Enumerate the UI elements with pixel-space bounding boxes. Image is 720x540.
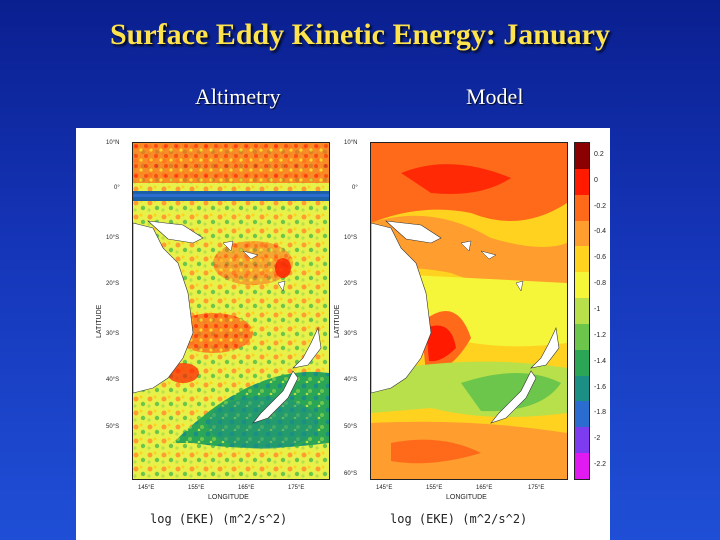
left-lat-tick: 10°S	[106, 235, 120, 241]
colorbar-segment	[575, 375, 589, 402]
right-lat-tick: 10°S	[344, 235, 358, 241]
colorbar-label: -1.2	[594, 331, 607, 339]
left-lat-tick: 0°	[114, 185, 120, 191]
slide-title: Surface Eddy Kinetic Energy: January	[110, 18, 610, 51]
colorbar-segment	[575, 246, 589, 273]
right-lat-tick: 0°	[352, 185, 358, 191]
right-lat-tick: 40°S	[344, 377, 358, 383]
right-lat-tick: 60°S	[344, 471, 358, 477]
left-lon-tick: 145°E	[138, 485, 155, 491]
colorbar-label: -0.2	[594, 202, 607, 210]
colorbar-label: -1	[594, 306, 601, 313]
left-lat-tick: 40°S	[106, 377, 120, 383]
right-xlabel: LONGITUDE	[446, 494, 487, 501]
left-lat-tick: 10°N	[106, 140, 120, 146]
colorbar-label: 0.2	[594, 150, 604, 158]
colorbar	[574, 142, 590, 480]
colorbar-label: -0.8	[594, 280, 607, 288]
colorbar-segment	[575, 272, 589, 299]
colorbar-segment	[575, 143, 589, 169]
colorbar-segment	[575, 427, 589, 454]
colorbar-label: -1.4	[594, 357, 607, 365]
colorbar-label: -1.6	[594, 383, 607, 391]
left-lon-tick: 165°E	[238, 485, 255, 491]
left-ylabel: LATITUDE	[96, 304, 103, 338]
left-units-label: log (EKE) (m^2/s^2)	[150, 512, 288, 526]
colorbar-label: -2	[594, 435, 601, 443]
right-lat-tick: 20°S	[344, 281, 358, 287]
right-lat-tick: 50°S	[344, 424, 358, 430]
colorbar-segment	[575, 453, 589, 479]
colorbar-label: -2.2	[594, 461, 607, 469]
right-units-label: log (EKE) (m^2/s^2)	[390, 512, 528, 526]
right-lat-tick: 10°N	[344, 140, 358, 146]
colorbar-label: -1.8	[594, 409, 607, 417]
model-map-graphic	[371, 143, 567, 479]
model-map	[370, 142, 568, 480]
colorbar-segment	[575, 298, 589, 324]
left-lat-tick: 30°S	[106, 331, 120, 337]
altimetry-label: Altimetry	[195, 84, 281, 109]
left-lon-tick: 175°E	[288, 485, 305, 491]
right-ylabel: LATITUDE	[334, 304, 341, 338]
colorbar-label: -0.6	[594, 254, 607, 262]
altimetry-map-graphic	[133, 143, 329, 479]
eke-figure: 10°N 0° 10°S 20°S 30°S 40°S 50°S LATITUD…	[76, 128, 610, 540]
altimetry-map	[132, 142, 330, 480]
left-lat-tick: 20°S	[106, 281, 120, 287]
colorbar-segment	[575, 194, 589, 221]
right-lat-tick: 30°S	[344, 331, 358, 337]
model-label: Model	[466, 84, 524, 109]
right-lon-tick: 175°E	[528, 485, 545, 491]
left-lat-tick: 50°S	[106, 424, 120, 430]
colorbar-segment	[575, 401, 589, 428]
left-lon-tick: 155°E	[188, 485, 205, 491]
right-lon-tick: 155°E	[426, 485, 443, 491]
left-xlabel: LONGITUDE	[208, 494, 249, 501]
colorbar-label: -0.4	[594, 228, 607, 236]
right-lon-tick: 165°E	[476, 485, 493, 491]
colorbar-label: 0	[594, 176, 598, 184]
colorbar-segment	[575, 220, 589, 247]
colorbar-segment	[575, 168, 589, 195]
colorbar-segment	[575, 323, 589, 350]
right-lon-tick: 145°E	[376, 485, 393, 491]
colorbar-segment	[575, 349, 589, 376]
